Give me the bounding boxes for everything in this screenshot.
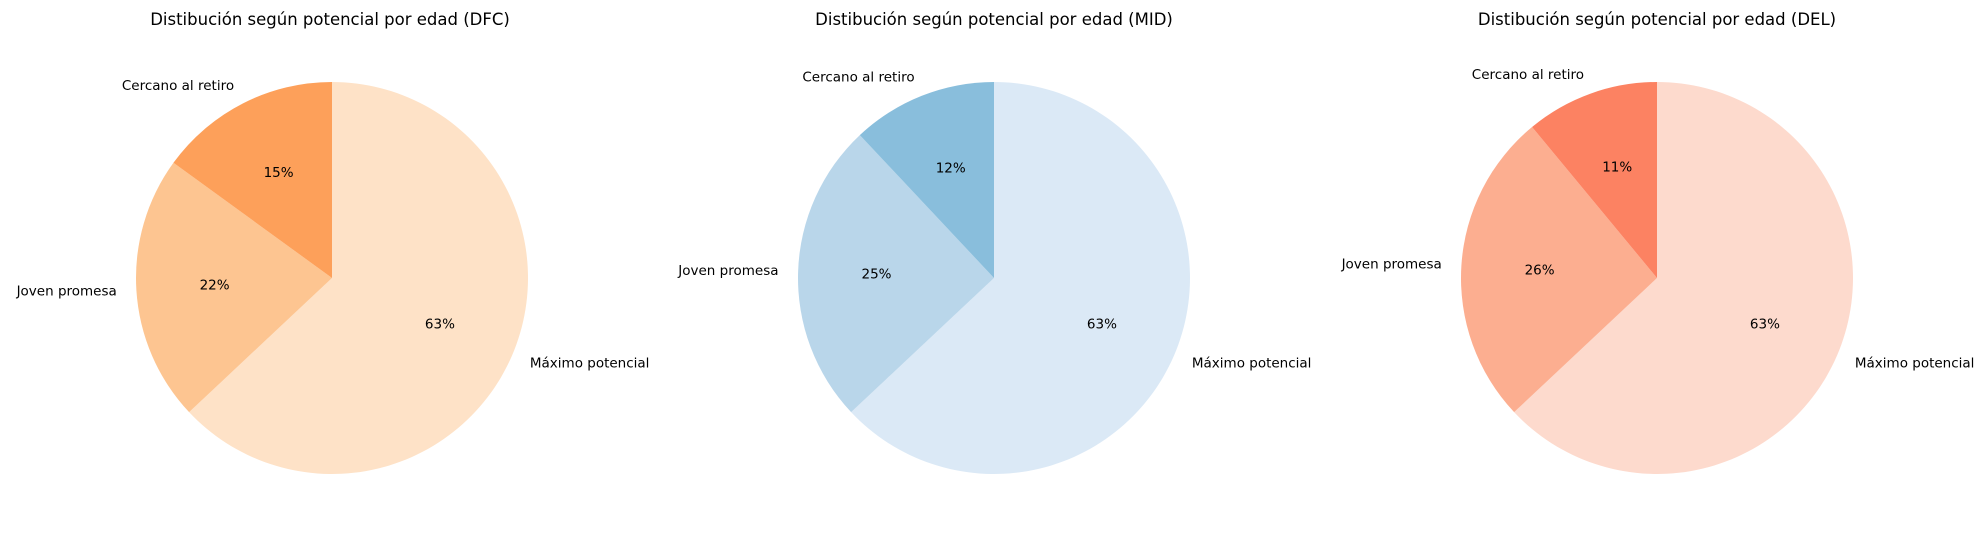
- slice-label-maximo-potencial: Máximo potencial: [1192, 356, 1312, 372]
- slice-label-cercano-al-retiro: Cercano al retiro: [802, 70, 914, 86]
- pie-slice-cercano-al-retiro: [859, 82, 994, 278]
- pie-chart-3: Distibución según potencial por edad (DE…: [1341, 10, 1975, 474]
- pie-slice-joven-promesa: [135, 162, 332, 413]
- slice-value-label-joven-promesa: 26%: [1525, 263, 1555, 279]
- slice-value-label-maximo-potencial: 63%: [425, 317, 455, 333]
- pie-slice-maximo-potencial: [1514, 82, 1853, 474]
- chart-title: Distibución según potencial por edad (DE…: [1478, 10, 1836, 29]
- slice-value-label-cercano-al-retiro: 15%: [264, 165, 294, 181]
- pie-slice-maximo-potencial: [851, 82, 1190, 474]
- pie-slice-joven-promesa: [797, 135, 994, 413]
- pie-slice-cercano-al-retiro: [1532, 82, 1657, 278]
- slice-label-cercano-al-retiro: Cercano al retiro: [1472, 67, 1584, 83]
- chart-title: Distibución según potencial por edad (DF…: [150, 10, 510, 29]
- pie-slice-cercano-al-retiro: [173, 82, 332, 278]
- slice-value-label-joven-promesa: 22%: [200, 277, 230, 293]
- pie-chart-2: Distibución según potencial por edad (MI…: [677, 10, 1311, 474]
- pie-slice-joven-promesa: [1460, 126, 1657, 413]
- pie-slice-maximo-potencial: [189, 82, 528, 474]
- slice-value-label-cercano-al-retiro: 11%: [1602, 159, 1632, 175]
- pie-chart-1: Distibución según potencial por edad (DF…: [16, 10, 650, 474]
- slice-label-joven-promesa: Joven promesa: [677, 263, 778, 279]
- slice-label-maximo-potencial: Máximo potencial: [530, 356, 650, 372]
- chart-title: Distibución según potencial por edad (MI…: [815, 10, 1173, 29]
- slice-value-label-maximo-potencial: 63%: [1087, 317, 1117, 333]
- slice-label-joven-promesa: Joven promesa: [1341, 257, 1442, 273]
- slice-label-joven-promesa: Joven promesa: [16, 284, 117, 300]
- slice-value-label-joven-promesa: 25%: [861, 266, 891, 282]
- slice-value-label-cercano-al-retiro: 12%: [936, 161, 966, 177]
- pie-charts: Distibución según potencial por edad (DF…: [16, 10, 1975, 474]
- slice-label-cercano-al-retiro: Cercano al retiro: [122, 78, 234, 94]
- slice-value-label-maximo-potencial: 63%: [1750, 317, 1780, 333]
- slice-label-maximo-potencial: Máximo potencial: [1855, 356, 1975, 372]
